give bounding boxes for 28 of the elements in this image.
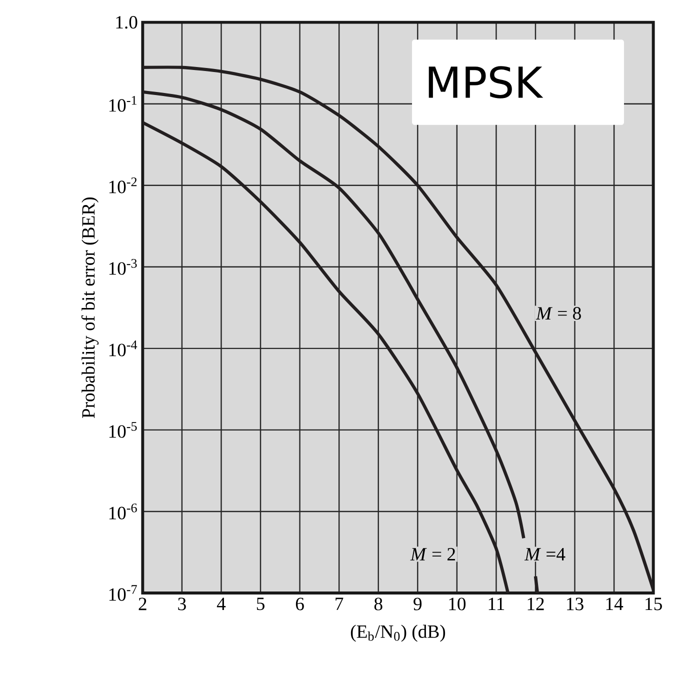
x-tick-label: 15 xyxy=(646,598,662,610)
x-tick-label: 10 xyxy=(449,598,466,610)
x-tick-label: 5 xyxy=(256,598,264,610)
y-tick-label: 10$^{-7}$ xyxy=(109,585,137,601)
x-tick-label: 9 xyxy=(414,598,422,610)
x-axis-title: (E$_{b}$/N$_{0}$) (dB) xyxy=(350,624,446,642)
y-tick-label: 10$^{-1}$ xyxy=(109,96,137,112)
annotation: M = 2 xyxy=(410,548,455,560)
x-tick-label: 3 xyxy=(178,598,186,610)
x-tick-label: 14 xyxy=(606,598,624,610)
y-axis-title: Probability of bit error (BER) xyxy=(81,198,99,418)
y-tick-label: 10$^{-5}$ xyxy=(109,422,137,438)
x-tick-label: 4 xyxy=(216,598,226,610)
y-tick-label: 10$^{-4}$ xyxy=(109,340,138,356)
y-tick-label: 1.0 xyxy=(116,16,138,29)
annotation: M = 8 xyxy=(536,307,581,320)
x-tick-label: 8 xyxy=(374,598,382,610)
annotation: MPSK xyxy=(428,66,544,98)
x-tick-label: 6 xyxy=(296,598,304,610)
x-tick-label: 2 xyxy=(138,598,146,610)
x-tick-label: 13 xyxy=(567,598,584,610)
y-tick-label: 10$^{-3}$ xyxy=(109,258,137,275)
x-tick-label: 7 xyxy=(336,598,344,610)
y-tick-label: 10$^{-6}$ xyxy=(109,504,137,520)
annotation: M =4 xyxy=(524,548,566,560)
x-tick-label: 12 xyxy=(528,598,544,610)
x-tick-label: 11 xyxy=(488,598,504,610)
y-tick-label: 10$^{-2}$ xyxy=(109,177,137,194)
